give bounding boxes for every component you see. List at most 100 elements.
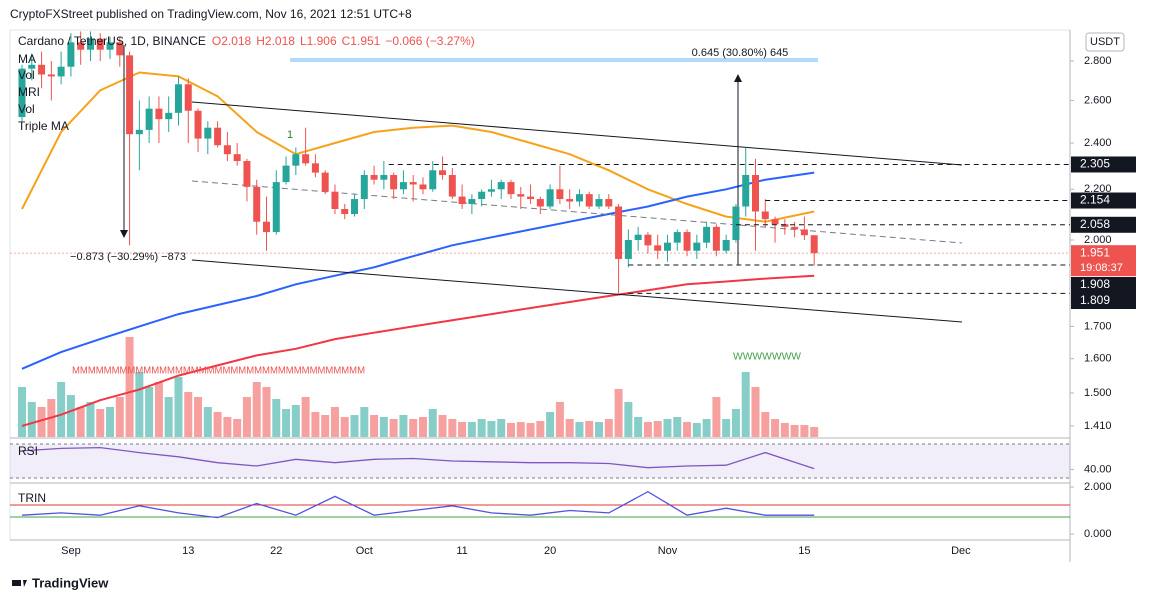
price-label-box <box>1071 277 1136 293</box>
candle-body <box>360 174 368 200</box>
volume-bar <box>438 415 447 437</box>
candle-body <box>585 194 593 207</box>
volume-bar <box>18 387 26 437</box>
candle-body <box>214 127 222 146</box>
volume-bar <box>712 397 721 437</box>
candle-body <box>380 174 388 180</box>
candle-body <box>399 182 407 190</box>
axis-layer: 2.800 2.600 2.400 2.200 2.000 1.700 1.600 1.500… <box>61 55 1136 557</box>
candle-body <box>683 232 691 251</box>
candle-body <box>722 239 730 251</box>
y-tick-label: 2.400 <box>1084 137 1112 149</box>
candle-body <box>556 189 564 200</box>
candle-body <box>810 235 818 254</box>
currency[interactable]: USDT <box>1090 36 1120 48</box>
candle-body <box>419 184 427 190</box>
currency-box[interactable] <box>1085 32 1125 52</box>
volume-bar <box>184 392 193 437</box>
volume-bar <box>722 419 731 437</box>
candle-body <box>546 189 554 207</box>
volume-bar <box>585 421 594 437</box>
volume-bar <box>145 387 154 437</box>
y-tick-label: 2.600 <box>1084 94 1112 106</box>
candle-body <box>370 174 378 180</box>
candle-body <box>791 226 799 230</box>
x-tick-label: Dec <box>951 545 971 557</box>
mri-top: WWWWWWW <box>733 352 802 363</box>
ohlc-change: −0.066 (−3.27%) <box>385 34 474 48</box>
volume-bar <box>86 402 95 437</box>
candle-body <box>693 242 701 251</box>
candle-body <box>517 194 525 197</box>
candle-body <box>605 199 613 207</box>
volume-bar <box>575 422 584 437</box>
volume-bar <box>242 397 251 437</box>
volume-bar <box>653 421 662 437</box>
volume-bar <box>213 412 222 437</box>
candle-body <box>761 211 769 220</box>
volume-bar <box>154 382 163 437</box>
volume-bar <box>565 419 574 437</box>
volume-bar <box>66 395 75 437</box>
ohlc-low: L1.906 <box>300 34 337 48</box>
candle-body <box>575 194 583 202</box>
price-label: 2.058 <box>1080 217 1110 231</box>
candle-body <box>57 66 65 77</box>
candle-body <box>272 182 280 233</box>
y-tick-label: 2.000 <box>1084 234 1112 246</box>
candle-body <box>155 108 163 120</box>
candle-body <box>634 234 642 240</box>
candle-body <box>752 174 759 212</box>
candle-body <box>135 129 143 135</box>
volume-bar <box>57 382 66 437</box>
x-tick-label: 13 <box>182 545 194 557</box>
x-tick-label: 15 <box>798 545 810 557</box>
volume-bar <box>810 427 819 437</box>
candle-body <box>448 174 456 197</box>
volume-bar <box>106 407 115 437</box>
x-tick-label: 22 <box>270 545 282 557</box>
volume-bar <box>115 397 124 437</box>
volume-bar <box>418 417 427 437</box>
candle-body <box>527 196 535 200</box>
moving-average <box>21 171 815 370</box>
symbol: Cardano / TetherUS, 1D, BINANCE <box>18 34 206 48</box>
volume-bar <box>546 412 555 437</box>
candle-body <box>223 145 231 155</box>
candle-body <box>282 165 290 183</box>
price-label: 1.809 <box>1080 293 1110 307</box>
volume-bar <box>360 407 369 437</box>
candle-body <box>47 74 55 77</box>
volume-bar <box>282 409 291 437</box>
candle-body <box>507 182 515 195</box>
candle-body <box>536 199 544 207</box>
volume-bar <box>467 422 476 437</box>
volume-bar <box>194 397 203 437</box>
moving-average <box>21 274 815 427</box>
indicator-label: Vol <box>18 102 35 116</box>
volume-bar <box>516 422 525 437</box>
x-tick-label: 11 <box>456 545 467 557</box>
volume-bar <box>624 402 633 437</box>
ma-layer <box>21 71 815 427</box>
candle-body <box>77 42 85 50</box>
price-label-box <box>1071 192 1136 209</box>
candle-body <box>497 182 505 190</box>
candle-body <box>781 224 789 227</box>
rsi-label: RSI <box>18 444 38 458</box>
published-header: CryptoFXStreet published on TradingView.… <box>10 7 412 21</box>
candle-body <box>204 127 212 139</box>
volume-bar <box>409 419 418 437</box>
y-tick-label: 1.600 <box>1084 353 1112 365</box>
volume-bar <box>203 407 212 437</box>
candle-body <box>771 219 779 225</box>
candle-body <box>18 68 26 118</box>
y-tick-label: 1.700 <box>1084 320 1112 332</box>
price-label-box <box>1071 293 1136 309</box>
volume-bar <box>330 407 339 437</box>
volume-bar <box>135 372 144 437</box>
volume-bar <box>683 422 692 437</box>
volume-bar <box>223 417 232 437</box>
volume-bar <box>761 412 770 437</box>
volume-bar <box>428 409 437 437</box>
